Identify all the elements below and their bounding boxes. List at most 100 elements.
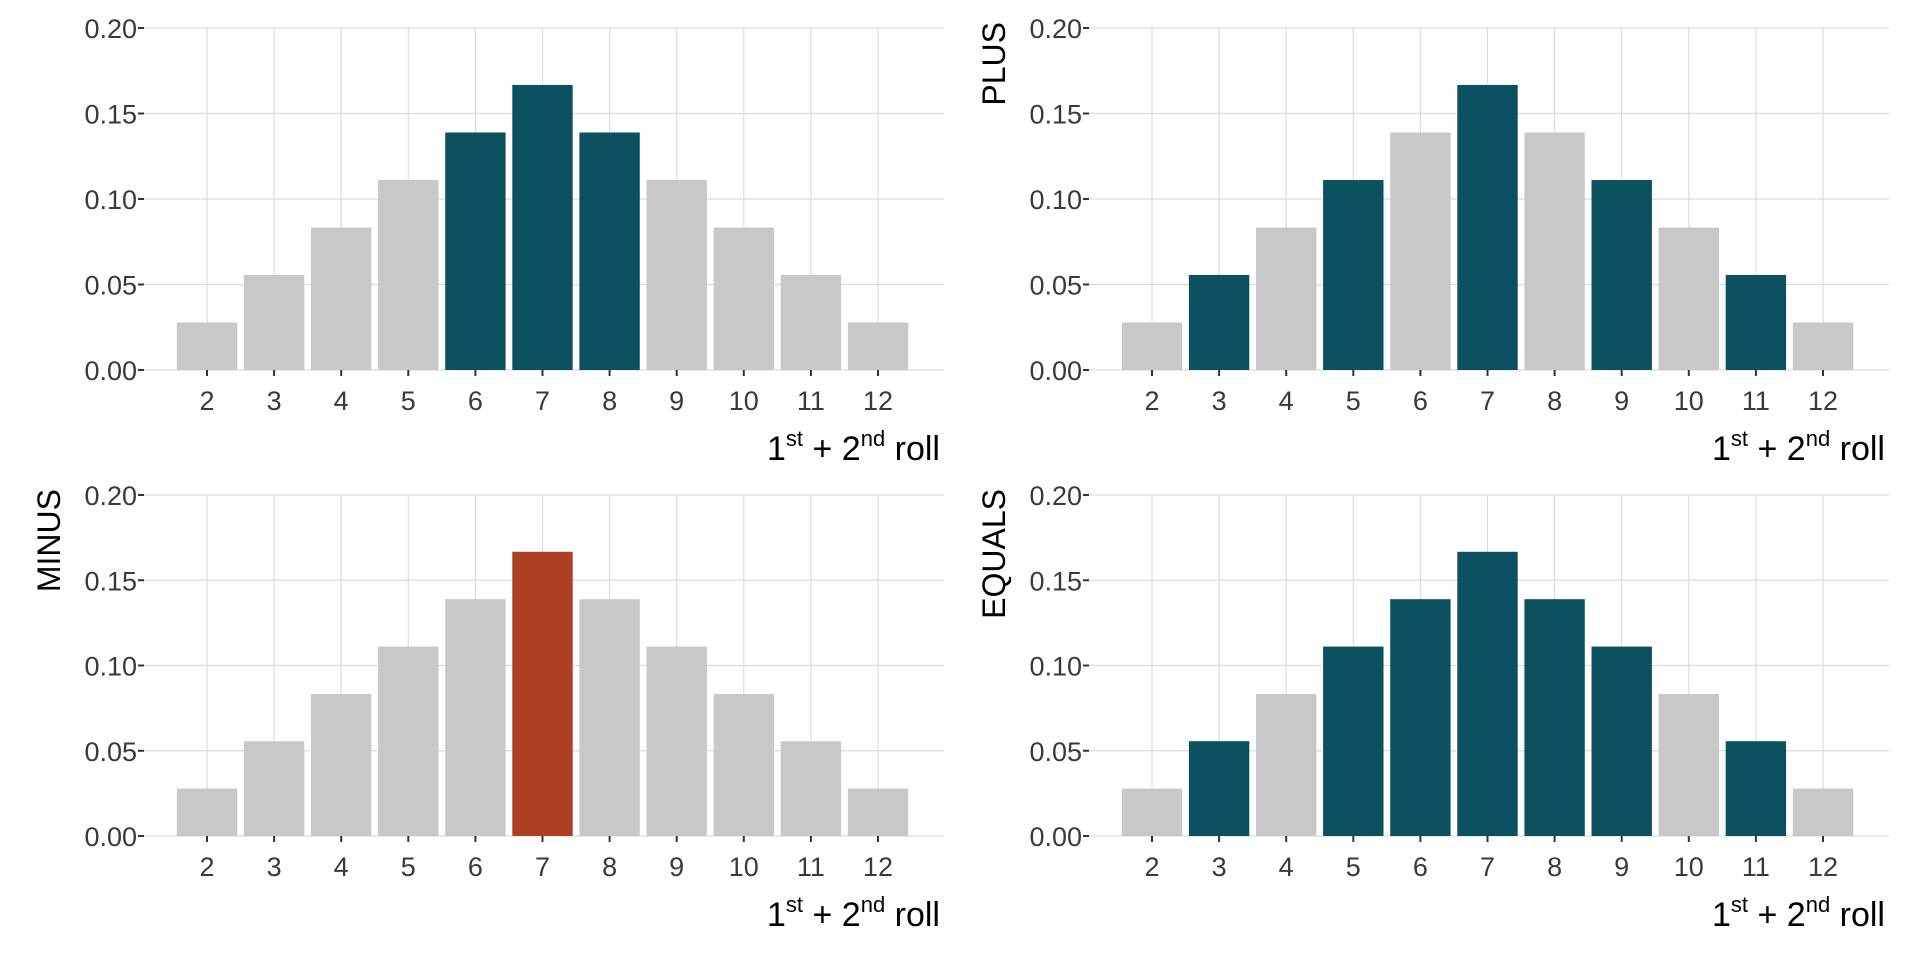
x-axis-title-part: + 2 (803, 896, 861, 934)
bar-12 (847, 322, 909, 370)
y-tick-label: 0.10 (1029, 652, 1082, 682)
y-tick-label: 0.20 (84, 481, 137, 511)
x-axis-title: 1st + 2nd roll (1712, 892, 1885, 934)
bar-3 (243, 741, 305, 836)
x-tick-label: 4 (334, 386, 349, 416)
x-axis-title-superscript: st (1731, 892, 1748, 917)
x-tick-label: 10 (1674, 852, 1704, 882)
y-tick-label: 0.00 (1029, 822, 1082, 852)
y-tick-label: 0.10 (84, 652, 137, 682)
x-tick-label: 6 (468, 852, 483, 882)
x-tick-label: 5 (1346, 386, 1361, 416)
bar-2 (176, 322, 238, 370)
x-axis-title-part: roll (1830, 896, 1885, 934)
bar-11 (780, 741, 842, 836)
x-axis-title: 1st + 2nd roll (767, 892, 940, 934)
x-tick-label: 12 (863, 852, 893, 882)
bar-12 (847, 788, 909, 836)
x-axis-title: 1st + 2nd roll (1712, 426, 1885, 468)
x-axis-title-part: 1 (767, 430, 786, 468)
panel-bottom-left: 0.00 0.05 0.10 0.15 0.20 2 3 4 5 6 7 8 9 10 11 12 1st + … (31, 481, 944, 934)
bar-12 (1792, 322, 1854, 370)
x-tick-label: 9 (669, 386, 684, 416)
bar-2 (1121, 322, 1183, 370)
bar-7-highlighted (512, 84, 573, 371)
y-axis-title: PLUS (976, 22, 1012, 106)
x-tick-label: 5 (401, 386, 416, 416)
x-axis-title-part: 1 (1712, 896, 1731, 934)
x-axis-title-part: + 2 (803, 430, 861, 468)
bar-9 (646, 646, 707, 836)
y-tick-label: 0.00 (84, 356, 137, 386)
y-tick-label: 0.00 (84, 822, 137, 852)
bar-3-highlighted (1188, 274, 1250, 370)
x-tick-label: 9 (1614, 852, 1629, 882)
x-tick-label: 5 (401, 852, 416, 882)
bar-9-highlighted (1591, 180, 1652, 370)
bar-7-highlighted (512, 551, 573, 836)
y-tick-label: 0.05 (84, 271, 137, 301)
y-tick-label: 0.00 (1029, 356, 1082, 386)
x-tick-label: 10 (729, 852, 759, 882)
bar-10 (1658, 693, 1719, 836)
x-tick-label: 8 (1547, 852, 1562, 882)
bar-4 (311, 693, 372, 836)
bar-6-highlighted (445, 132, 506, 370)
bar-5-highlighted (1323, 646, 1384, 836)
x-tick-label: 6 (1413, 852, 1428, 882)
x-tick-label: 11 (1742, 852, 1770, 882)
x-axis-title-superscript: st (1731, 426, 1748, 451)
panel-top-right: 0.00 0.05 0.10 0.15 0.20 2 3 4 5 6 7 8 9 10 11 12 1st + … (976, 14, 1889, 468)
x-tick-label: 3 (267, 386, 282, 416)
x-tick-label: 2 (1144, 386, 1159, 416)
panel-bottom-right: 0.00 0.05 0.10 0.15 0.20 2 3 4 5 6 7 8 9 10 11 12 1st + … (976, 481, 1889, 934)
x-axis-title-part: 1 (767, 896, 786, 934)
bar-5-highlighted (1323, 180, 1384, 370)
y-tick-label: 0.10 (1029, 185, 1082, 215)
bar-7-highlighted (1457, 551, 1518, 836)
y-tick-label: 0.20 (84, 14, 137, 44)
x-tick-label: 12 (863, 386, 893, 416)
x-tick-label: 8 (602, 852, 617, 882)
y-tick-label: 0.10 (84, 185, 137, 215)
x-tick-label: 3 (267, 852, 282, 882)
y-tick-label: 0.15 (1029, 566, 1082, 596)
x-tick-label: 4 (334, 852, 349, 882)
bar-3-highlighted (1188, 741, 1250, 836)
x-tick-label: 7 (535, 852, 550, 882)
x-tick-label: 6 (1413, 386, 1428, 416)
bar-10 (1658, 227, 1719, 370)
x-tick-label: 2 (1144, 852, 1159, 882)
bar-11-highlighted (1725, 741, 1787, 836)
bar-11 (780, 274, 842, 370)
bar-4 (1256, 227, 1317, 370)
panel-top-left: 0.00 0.05 0.10 0.15 0.20 2 3 4 5 6 7 8 9 10 11 12 1st + … (84, 14, 944, 468)
bar-11-highlighted (1725, 274, 1787, 370)
x-tick-label: 7 (1480, 386, 1495, 416)
bar-2 (1121, 788, 1183, 836)
x-axis-title-part: + 2 (1748, 896, 1806, 934)
x-tick-label: 10 (729, 386, 759, 416)
x-axis-title-superscript: nd (861, 892, 885, 917)
bar-5 (378, 180, 439, 370)
x-tick-label: 12 (1808, 386, 1838, 416)
bar-8 (1524, 132, 1585, 370)
x-tick-label: 8 (1547, 386, 1562, 416)
bar-9 (646, 180, 707, 370)
x-axis-title-part: 1 (1712, 430, 1731, 468)
x-tick-label: 9 (669, 852, 684, 882)
x-tick-label: 2 (199, 852, 214, 882)
bar-10 (713, 693, 774, 836)
x-axis-title-part: + 2 (1748, 430, 1806, 468)
bar-4 (311, 227, 372, 370)
x-tick-label: 7 (1480, 852, 1495, 882)
y-tick-label: 0.15 (1029, 100, 1082, 130)
bar-10 (713, 227, 774, 370)
bar-5 (378, 646, 439, 836)
x-tick-label: 3 (1212, 852, 1227, 882)
x-tick-label: 11 (797, 386, 825, 416)
y-tick-label: 0.20 (1029, 14, 1082, 44)
x-tick-label: 12 (1808, 852, 1838, 882)
bar-9-highlighted (1591, 646, 1652, 836)
